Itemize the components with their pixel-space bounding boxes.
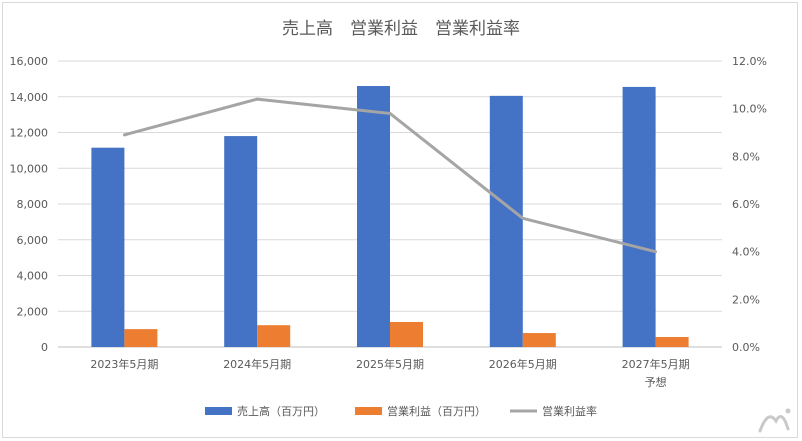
bar-operating-profit bbox=[390, 321, 423, 347]
y-right-tick-label: 12.0% bbox=[732, 55, 767, 68]
y-right-tick-label: 6.0% bbox=[732, 198, 760, 211]
y-right-tick-label: 8.0% bbox=[732, 150, 760, 163]
x-tick-label: 2025年5月期 bbox=[356, 357, 424, 371]
x-tick-label: 2023年5月期 bbox=[90, 357, 158, 371]
legend-swatch bbox=[355, 407, 382, 415]
bar-operating-profit bbox=[655, 336, 689, 347]
legend-label: 営業利益率 bbox=[542, 404, 597, 418]
y-left-tick-label: 14,000 bbox=[10, 91, 49, 104]
bar-sales bbox=[489, 95, 523, 347]
y-left-tick-label: 12,000 bbox=[10, 127, 49, 140]
y-left-tick-label: 16,000 bbox=[10, 55, 49, 68]
y-left-tick-label: 2,000 bbox=[17, 305, 49, 318]
operating-margin-line bbox=[122, 97, 658, 254]
y-right-tick-label: 2.0% bbox=[732, 293, 760, 306]
y-right-tick-label: 4.0% bbox=[732, 246, 760, 259]
x-tick-sublabel: 予想 bbox=[645, 375, 667, 389]
bar-sales bbox=[224, 136, 258, 347]
legend-swatch bbox=[205, 407, 232, 415]
x-tick-label: 2026年5月期 bbox=[489, 357, 557, 371]
y-left-tick-label: 0 bbox=[41, 341, 48, 354]
legend-label: 売上高（百万円） bbox=[237, 404, 325, 418]
x-tick-label: 2024年5月期 bbox=[223, 357, 291, 371]
y-left-tick-label: 6,000 bbox=[17, 234, 49, 247]
x-tick-label: 2027年5月期 bbox=[622, 357, 690, 371]
y-left-tick-label: 4,000 bbox=[17, 270, 49, 283]
bar-operating-profit bbox=[257, 325, 291, 347]
bar-sales bbox=[622, 86, 656, 347]
bar-operating-profit bbox=[124, 329, 158, 347]
site-logo-watermark bbox=[758, 408, 791, 433]
y-left-tick-label: 8,000 bbox=[17, 198, 49, 211]
bar-sales bbox=[91, 147, 125, 347]
y-left-tick-label: 10,000 bbox=[10, 162, 49, 175]
bar-operating-profit bbox=[522, 333, 556, 347]
y-right-tick-label: 10.0% bbox=[732, 103, 767, 116]
y-right-tick-label: 0.0% bbox=[732, 341, 760, 354]
bar-sales bbox=[357, 86, 390, 348]
chart-title: 売上高 営業利益 営業利益率 bbox=[282, 19, 520, 39]
legend-label: 営業利益（百万円） bbox=[387, 404, 486, 418]
